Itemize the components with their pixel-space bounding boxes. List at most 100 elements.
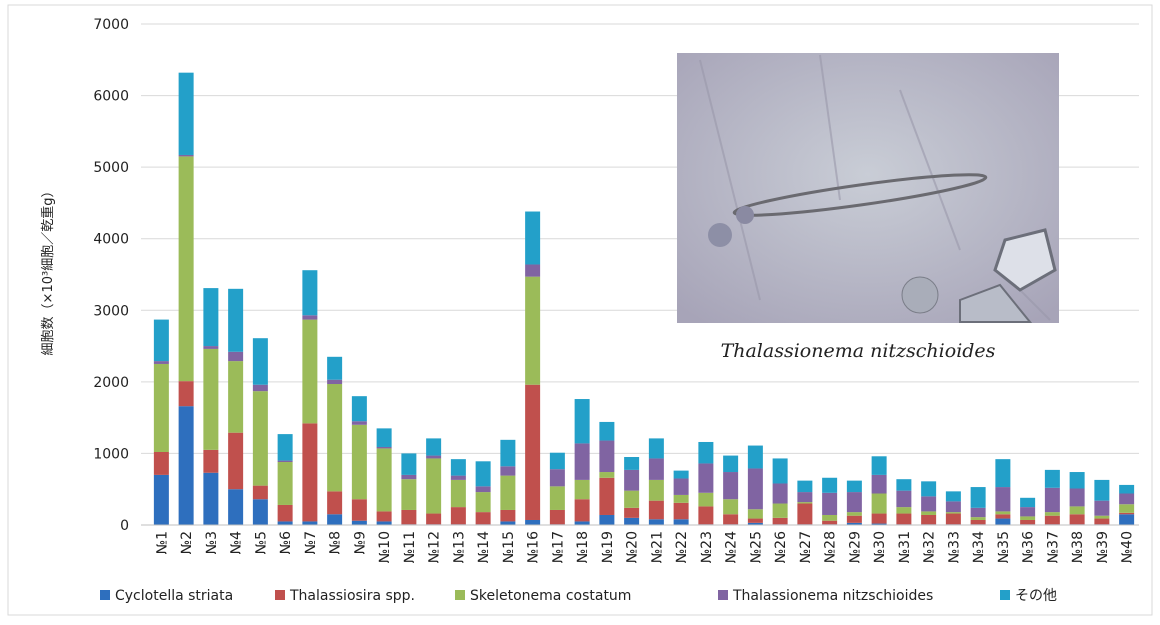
bar-segment <box>649 480 664 501</box>
bar-segment <box>228 352 243 361</box>
bar-segment <box>723 499 738 514</box>
bar-segment <box>872 494 887 514</box>
bar-segment <box>203 349 218 450</box>
bar-segment <box>896 507 911 513</box>
y-tick-label: 5000 <box>93 160 129 176</box>
bar-segment <box>401 475 416 479</box>
bar-segment <box>1094 516 1109 519</box>
bar-segment <box>649 438 664 458</box>
chart: 細胞数（×10³細胞／乾重g） 010002000300040005000600… <box>0 0 1160 621</box>
x-tick-label: №34 <box>971 531 987 563</box>
bar-segment <box>674 471 689 479</box>
bar-segment <box>228 361 243 433</box>
bar-segment <box>1020 520 1035 524</box>
bar-segment <box>698 506 713 524</box>
bar-segment <box>377 511 392 521</box>
bar-segment <box>1045 516 1060 525</box>
bar-segment <box>649 519 664 525</box>
bar-segment <box>352 421 367 425</box>
bar-segment <box>327 380 342 384</box>
x-tick-label: №10 <box>377 531 393 563</box>
bar-segment <box>575 399 590 443</box>
bar-segment <box>1070 472 1085 488</box>
bar-segment <box>995 514 1010 518</box>
bar-segment <box>253 499 268 525</box>
bar-segment <box>203 346 218 349</box>
x-tick-label: №30 <box>872 531 888 563</box>
bar-segment <box>599 472 614 478</box>
x-tick-label: №18 <box>575 531 591 563</box>
x-tick-label: №2 <box>179 531 195 554</box>
bar-segment <box>797 502 812 503</box>
bar-segment <box>599 478 614 515</box>
bar-segment <box>624 470 639 491</box>
bar-segment <box>203 288 218 346</box>
x-tick-label: №12 <box>427 531 443 563</box>
bar-segment <box>253 486 268 500</box>
bar-segment <box>971 517 986 520</box>
bar-segment <box>278 461 293 462</box>
bar-segment <box>179 381 194 406</box>
bar-segment <box>1070 488 1085 506</box>
bar-segment <box>1094 480 1109 501</box>
legend-swatch <box>718 590 728 600</box>
bar-segment <box>624 491 639 508</box>
bar-segment <box>822 521 837 525</box>
bar-segment <box>327 384 342 491</box>
bar-segment <box>946 512 961 513</box>
x-tick-label: №3 <box>204 531 220 554</box>
bar-segment <box>624 457 639 470</box>
bar-segment <box>253 338 268 385</box>
bar-segment <box>1070 514 1085 524</box>
x-tick-label: №39 <box>1095 531 1111 563</box>
bar-segment <box>674 495 689 503</box>
bar-segment <box>500 466 515 475</box>
x-tick-label: №28 <box>823 531 839 563</box>
bar-segment <box>599 441 614 472</box>
bar-segment <box>896 514 911 525</box>
bar-segment <box>451 507 466 524</box>
bar-segment <box>228 289 243 352</box>
x-tick-label: №19 <box>600 531 616 563</box>
bar-segment <box>377 448 392 511</box>
bar-segment <box>278 434 293 460</box>
bar-segment <box>995 511 1010 514</box>
bar-segment <box>500 521 515 525</box>
legend-swatch <box>455 590 465 600</box>
bar-segment <box>476 461 491 486</box>
bar-segment <box>575 480 590 499</box>
bar-segment <box>500 476 515 510</box>
x-tick-label: №5 <box>253 531 269 554</box>
bar-segment <box>896 491 911 507</box>
bar-segment <box>154 475 169 525</box>
bar-segment <box>525 520 540 525</box>
bar-segment <box>302 315 317 319</box>
x-tick-label: №16 <box>526 531 542 563</box>
x-tick-label: №15 <box>501 531 517 563</box>
bar-segment <box>253 391 268 485</box>
bar-segment <box>500 440 515 466</box>
bar-segment <box>1119 494 1134 505</box>
bar-segment <box>377 521 392 525</box>
bar-segment <box>1119 485 1134 494</box>
legend-label: Cyclotella striata <box>115 588 233 604</box>
x-tick-label: №33 <box>946 531 962 563</box>
x-tick-label: №4 <box>229 531 245 555</box>
legend-label: Thalassiosira spp. <box>289 588 415 604</box>
bar-segment <box>154 364 169 452</box>
bar-segment <box>797 492 812 502</box>
x-tick-label: №36 <box>1021 531 1037 563</box>
x-tick-label: №8 <box>328 531 344 554</box>
x-tick-label: №35 <box>996 531 1012 563</box>
x-tick-label: №9 <box>352 531 368 554</box>
x-tick-label: №14 <box>476 531 492 563</box>
bar-segment <box>352 396 367 421</box>
bar-segment <box>847 516 862 523</box>
bar-segment <box>971 487 986 508</box>
bar-segment <box>995 459 1010 487</box>
bar-segment <box>773 458 788 483</box>
bar-segment <box>723 472 738 499</box>
bar-segment <box>946 491 961 501</box>
bar-segment <box>1070 506 1085 514</box>
bar-segment <box>278 521 293 525</box>
